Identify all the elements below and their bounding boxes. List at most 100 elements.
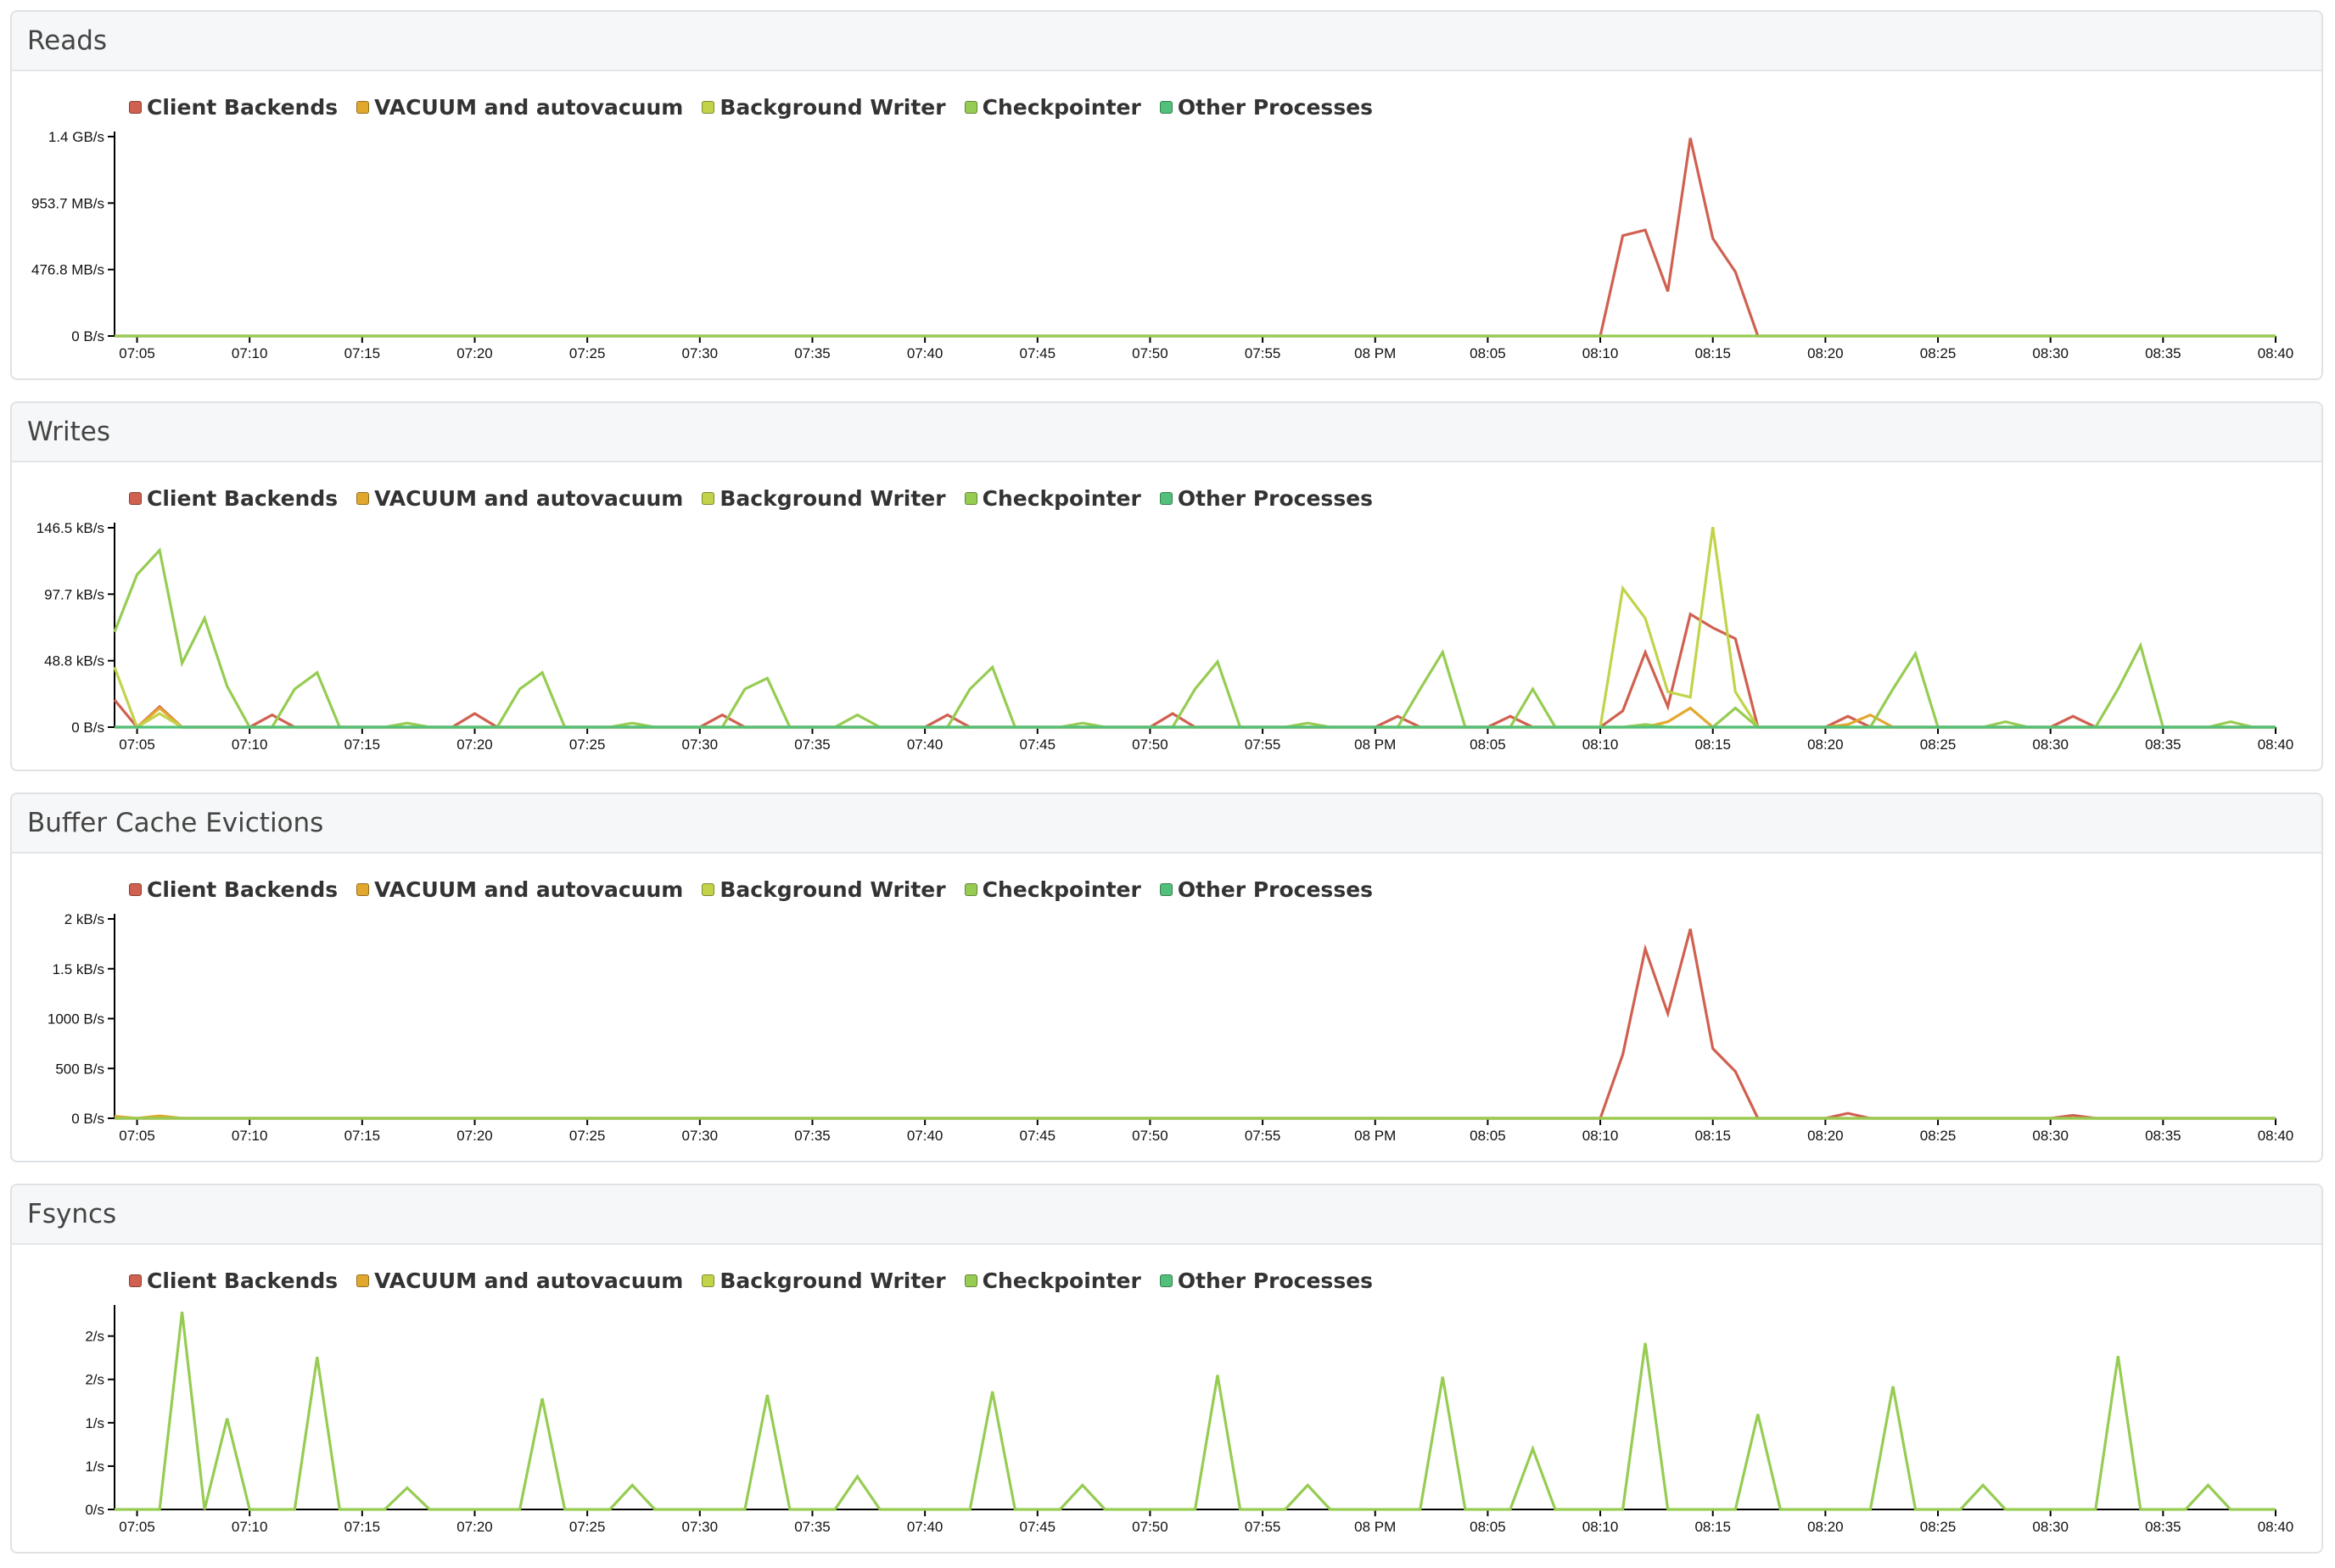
legend-swatch-background-writer (702, 491, 715, 505)
legend-item-background-writer[interactable]: Background Writer (702, 1268, 946, 1293)
legend-item-background-writer[interactable]: Background Writer (702, 485, 946, 511)
x-tick-label: 08 PM (1354, 345, 1396, 361)
legend-item-client-backends[interactable]: Client Backends (129, 1268, 338, 1293)
x-tick-label: 08:20 (1807, 736, 1844, 753)
x-tick-label: 08:40 (2258, 1128, 2294, 1144)
legend-item-other-processes[interactable]: Other Processes (1159, 1268, 1373, 1293)
fsyncs-legend: Client Backends VACUUM and autovacuum Ba… (129, 1263, 1373, 1297)
x-tick-label: 07:30 (682, 736, 719, 753)
x-tick-label: 08:40 (2258, 736, 2294, 753)
x-tick-label: 07:25 (569, 345, 606, 361)
legend-swatch-checkpointer (964, 882, 977, 896)
legend-item-checkpointer[interactable]: Checkpointer (964, 877, 1141, 902)
x-tick-label: 08:25 (1920, 1519, 1957, 1535)
x-tick-label: 08:25 (1920, 1128, 1957, 1144)
legend-item-other-processes[interactable]: Other Processes (1159, 94, 1374, 120)
legend-label: Checkpointer (982, 1268, 1141, 1293)
evictions-panel: Buffer Cache Evictions Client Backends V… (10, 792, 2323, 1162)
x-tick-label: 07:40 (907, 1128, 944, 1144)
legend-item-checkpointer[interactable]: Checkpointer (964, 94, 1141, 120)
x-tick-label: 08:10 (1582, 736, 1619, 753)
legend-item-checkpointer[interactable]: Checkpointer (964, 1268, 1141, 1293)
legend-swatch-background-writer (702, 1274, 715, 1287)
x-tick-label: 07:30 (682, 1519, 719, 1535)
x-tick-label: 08:05 (1470, 345, 1506, 361)
legend-label: Checkpointer (982, 94, 1141, 120)
legend-item-vacuum[interactable]: VACUUM and autovacuum (356, 486, 683, 511)
y-tick-label: 1.4 GB/s (48, 129, 104, 145)
x-tick-label: 07:05 (119, 736, 155, 753)
legend-item-vacuum[interactable]: VACUUM and autovacuum (356, 1268, 683, 1293)
y-tick-label: 0 B/s (71, 328, 104, 344)
y-tick-label: 1000 B/s (48, 1011, 104, 1028)
x-tick-label: 08:15 (1694, 345, 1731, 361)
x-tick-label: 07:15 (344, 1128, 381, 1144)
legend-swatch-other-processes (1159, 882, 1173, 896)
legend-item-background-writer[interactable]: Background Writer (702, 94, 946, 120)
y-tick-label: 48.8 kB/s (44, 653, 104, 669)
y-tick-label: 1/s (85, 1415, 104, 1431)
reads-legend: Client Backends VACUUM and autovacuum Ba… (129, 90, 1373, 124)
x-tick-label: 08:25 (1920, 736, 1957, 753)
x-tick-label: 08:35 (2145, 1128, 2181, 1144)
legend-label: Client Backends (147, 485, 339, 511)
evictions-panel-title: Buffer Cache Evictions (12, 794, 2321, 854)
x-tick-label: 08:10 (1582, 345, 1619, 361)
legend-label: Background Writer (720, 876, 946, 902)
x-tick-label: 07:40 (907, 345, 944, 361)
series-line-vacuum-and-autovacuum (115, 706, 2276, 729)
series-line-background-writer (113, 526, 2276, 730)
legend-item-vacuum[interactable]: VACUUM and autovacuum (356, 95, 683, 120)
y-tick-label: 476.8 MB/s (31, 262, 104, 278)
legend-label: Client Backends (147, 876, 339, 902)
legend-label: Other Processes (1177, 94, 1374, 120)
legend-swatch-vacuum (356, 491, 370, 505)
legend-item-other-processes[interactable]: Other Processes (1159, 877, 1373, 902)
x-tick-label: 08:15 (1694, 1519, 1731, 1535)
y-tick-label: 146.5 kB/s (36, 520, 104, 536)
legend-label: Other Processes (1177, 485, 1374, 511)
x-tick-label: 07:35 (794, 1519, 831, 1535)
y-tick-label: 0/s (85, 1502, 104, 1518)
legend-swatch-client-backends (129, 100, 142, 114)
x-tick-label: 08:10 (1582, 1519, 1619, 1535)
x-tick-label: 07:45 (1020, 1128, 1056, 1144)
legend-swatch-vacuum (356, 882, 370, 896)
x-tick-label: 08:35 (2145, 736, 2181, 753)
series-line-checkpointer (115, 1311, 2276, 1511)
legend-item-background-writer[interactable]: Background Writer (702, 876, 946, 902)
x-tick-label: 08:35 (2145, 345, 2181, 361)
legend-item-checkpointer[interactable]: Checkpointer (964, 486, 1141, 511)
legend-swatch-client-backends (129, 1274, 142, 1287)
x-tick-label: 08:05 (1470, 736, 1506, 753)
x-tick-label: 07:30 (682, 345, 719, 361)
y-tick-label: 500 B/s (55, 1061, 104, 1077)
legend-item-client-backends[interactable]: Client Backends (129, 486, 338, 511)
x-tick-label: 07:35 (794, 1128, 831, 1144)
legend-swatch-client-backends (129, 882, 142, 896)
x-tick-label: 07:45 (1020, 345, 1056, 361)
legend-label: Background Writer (720, 94, 946, 120)
x-tick-label: 07:20 (456, 1519, 493, 1535)
legend-swatch-other-processes (1159, 1274, 1173, 1287)
legend-item-other-processes[interactable]: Other Processes (1159, 485, 1374, 511)
legend-item-client-backends[interactable]: Client Backends (129, 95, 338, 120)
legend-item-vacuum[interactable]: VACUUM and autovacuum (356, 877, 683, 902)
x-tick-label: 08:30 (2032, 736, 2069, 753)
x-tick-label: 07:45 (1020, 1519, 1056, 1535)
legend-item-client-backends[interactable]: Client Backends (129, 877, 338, 902)
legend-label: Background Writer (720, 485, 946, 511)
legend-swatch-other-processes (1159, 491, 1173, 505)
x-tick-label: 07:25 (569, 736, 606, 753)
legend-swatch-client-backends (129, 491, 142, 505)
fsyncs-panel: Fsyncs Client Backends VACUUM and autova… (10, 1184, 2323, 1554)
legend-label: Client Backends (147, 94, 339, 120)
legend-label: VACUUM and autovacuum (374, 94, 684, 120)
evictions-legend: Client Backends VACUUM and autovacuum Ba… (129, 872, 1373, 906)
x-tick-label: 08:25 (1920, 345, 1957, 361)
y-tick-label: 2/s (85, 1329, 104, 1345)
legend-label: VACUUM and autovacuum (374, 876, 684, 902)
writes-legend: Client Backends VACUUM and autovacuum Ba… (129, 481, 1373, 515)
legend-swatch-other-processes (1159, 100, 1173, 114)
